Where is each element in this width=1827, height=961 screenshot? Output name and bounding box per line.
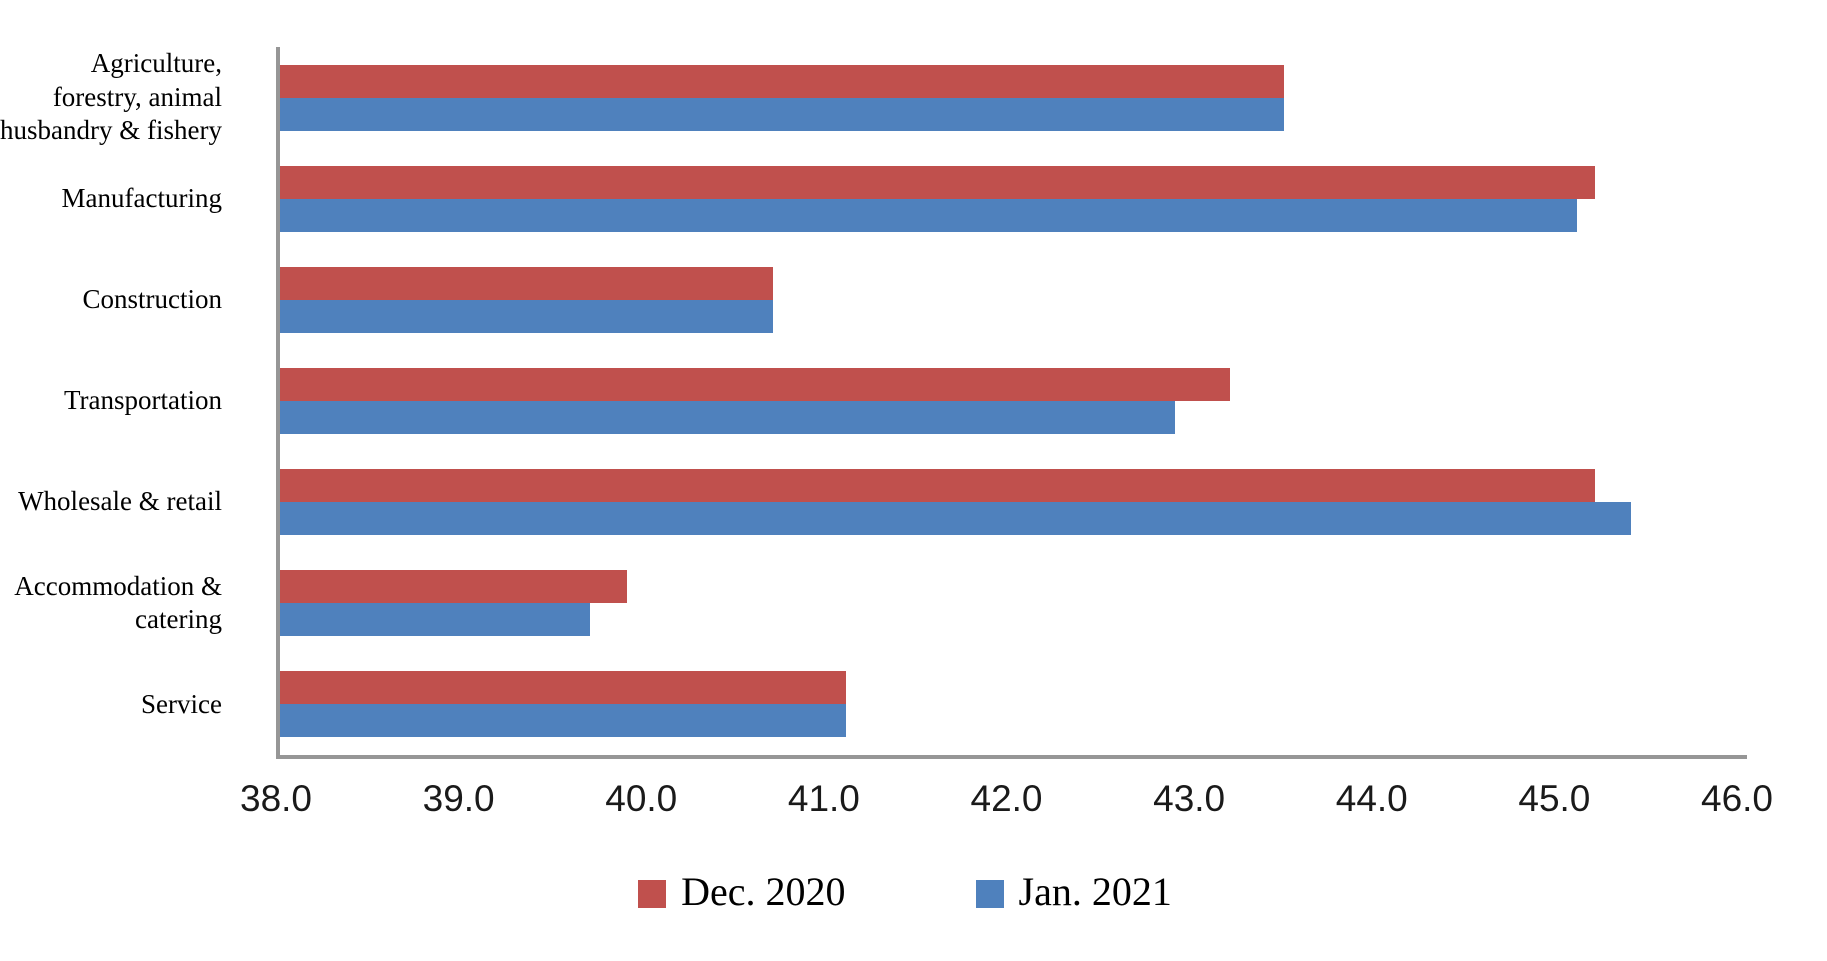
category-label: Construction bbox=[82, 283, 223, 314]
x-tick-label: 40.0 bbox=[605, 778, 678, 819]
x-tick-label: 43.0 bbox=[1153, 778, 1226, 819]
category-label: Agriculture, forestry, animal husbandry … bbox=[0, 47, 222, 146]
category-label: Manufacturing bbox=[61, 182, 222, 213]
category-band bbox=[280, 654, 1741, 755]
bar-dec-2020 bbox=[280, 367, 1230, 401]
bar-dec-2020 bbox=[280, 64, 1285, 98]
x-tick-label: 39.0 bbox=[422, 778, 495, 819]
bar-jan-2021 bbox=[280, 502, 1632, 536]
y-axis-category-labels: Agriculture, forestry, animal husbandry … bbox=[0, 47, 222, 755]
legend-label: Dec. 2020 bbox=[681, 869, 846, 914]
legend-swatch-icon bbox=[975, 880, 1004, 908]
bar-dec-2020 bbox=[280, 165, 1595, 199]
category-label: Accommodation & catering bbox=[14, 570, 222, 635]
legend-item: Jan. 2021 bbox=[975, 869, 1172, 916]
bar-jan-2021 bbox=[280, 299, 774, 333]
category-label: Transportation bbox=[63, 385, 222, 416]
bar-jan-2021 bbox=[280, 603, 591, 637]
category-band bbox=[280, 452, 1741, 553]
x-tick-label: 45.0 bbox=[1518, 778, 1591, 819]
x-tick-label: 46.0 bbox=[1700, 778, 1774, 819]
legend: Dec. 2020 Jan. 2021 bbox=[0, 872, 1810, 916]
bar-dec-2020 bbox=[280, 469, 1595, 503]
category-band bbox=[280, 47, 1741, 148]
bar-jan-2021 bbox=[280, 704, 847, 738]
legend-item: Dec. 2020 bbox=[638, 869, 846, 916]
category-label: Service bbox=[141, 688, 222, 719]
category-band bbox=[280, 553, 1741, 654]
x-tick-label: 41.0 bbox=[787, 778, 860, 819]
category-band bbox=[280, 148, 1741, 249]
category-label: Wholesale & retail bbox=[18, 486, 222, 517]
legend-swatch-icon bbox=[638, 880, 667, 908]
bar-jan-2021 bbox=[280, 400, 1175, 434]
category-band bbox=[280, 350, 1741, 451]
x-tick-label: 42.0 bbox=[970, 778, 1043, 819]
bar-jan-2021 bbox=[280, 198, 1577, 232]
legend-label: Jan. 2021 bbox=[1018, 869, 1172, 914]
x-tick-label: 44.0 bbox=[1335, 778, 1408, 819]
bar-jan-2021 bbox=[280, 97, 1285, 131]
x-tick-label: 38.0 bbox=[239, 778, 313, 819]
bar-dec-2020 bbox=[280, 671, 847, 705]
category-band bbox=[280, 249, 1741, 350]
bar-dec-2020 bbox=[280, 570, 627, 604]
bar-dec-2020 bbox=[280, 266, 774, 300]
plot-area bbox=[276, 47, 1747, 759]
